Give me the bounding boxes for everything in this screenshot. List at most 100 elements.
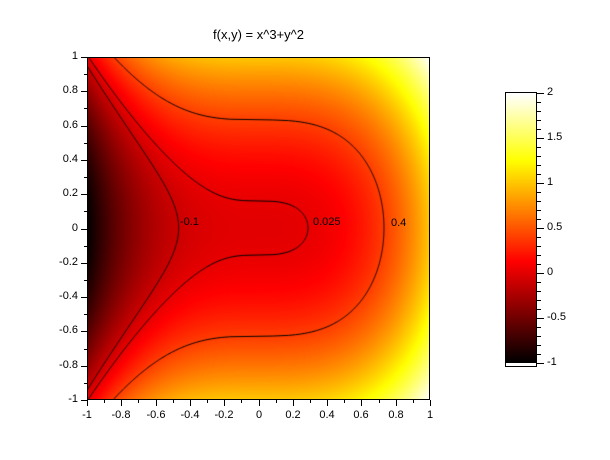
y-axis-tick-label: 0	[71, 222, 78, 234]
x-axis-tick-label: 0.2	[285, 409, 301, 421]
colorbar-major-tick	[537, 93, 544, 94]
colorbar-major-tick	[537, 318, 544, 319]
x-axis-minor-tick	[207, 400, 208, 403]
colorbar-minor-tick	[537, 129, 541, 130]
y-axis-minor-tick	[84, 383, 87, 384]
x-axis-tick-label: 0.6	[353, 409, 369, 421]
colorbar-gradient-canvas	[506, 93, 536, 363]
y-axis-major-tick	[81, 126, 87, 127]
y-axis-minor-tick	[84, 177, 87, 178]
x-axis-major-tick	[224, 400, 225, 406]
colorbar-minor-tick	[537, 246, 541, 247]
y-axis-tick-label: -0.6	[59, 324, 78, 336]
x-axis-minor-tick	[413, 400, 414, 403]
y-axis-minor-tick	[84, 74, 87, 75]
colorbar-tick-label: 2	[547, 86, 554, 98]
y-axis-tick-label: 0.8	[62, 84, 78, 96]
x-axis-major-tick	[121, 400, 122, 406]
y-axis-minor-tick	[84, 143, 87, 144]
colorbar-tick-label: 0	[547, 266, 554, 278]
colorbar-minor-tick	[537, 309, 541, 310]
colorbar-minor-tick	[537, 147, 541, 148]
x-axis-major-tick	[396, 400, 397, 406]
colorbar-major-tick	[537, 138, 544, 139]
y-axis-minor-tick	[84, 211, 87, 212]
x-axis-major-tick	[190, 400, 191, 406]
y-axis-major-tick	[81, 297, 87, 298]
colorbar-minor-tick	[537, 219, 541, 220]
colorbar-tick-label: 0.5	[547, 221, 563, 233]
colorbar-major-tick	[537, 363, 544, 364]
colorbar-major-tick	[537, 228, 544, 229]
x-axis-minor-tick	[344, 400, 345, 403]
colorbar-minor-tick	[537, 255, 541, 256]
x-axis-tick-label: -0.2	[214, 409, 234, 421]
x-axis-tick-label: -0.8	[111, 409, 131, 421]
x-axis-major-tick	[327, 400, 328, 406]
y-axis-tick-label: 0.6	[62, 119, 78, 131]
y-axis-tick-label: -0.8	[59, 359, 78, 371]
colorbar-minor-tick	[537, 354, 541, 355]
colorbar-minor-tick	[537, 102, 541, 103]
y-axis-minor-tick	[84, 246, 87, 247]
x-axis-tick-label: 0.8	[388, 409, 404, 421]
y-axis-tick-label: 0.2	[62, 187, 78, 199]
chart-title: f(x,y) = x^3+y^2	[213, 27, 304, 42]
x-axis-tick-label: 1	[426, 409, 434, 421]
colorbar-minor-tick	[537, 174, 541, 175]
colorbar-minor-tick	[537, 291, 541, 292]
x-axis-major-tick	[430, 400, 431, 406]
y-axis-minor-tick	[84, 280, 87, 281]
colorbar-minor-tick	[537, 201, 541, 202]
colorbar-minor-tick	[537, 120, 541, 121]
colorbar-minor-tick	[537, 210, 541, 211]
y-axis-major-tick	[81, 331, 87, 332]
colorbar-minor-tick	[537, 192, 541, 193]
y-axis-tick-label: -0.2	[59, 256, 78, 268]
y-axis-minor-tick	[84, 108, 87, 109]
contour-label: 0.4	[391, 217, 407, 229]
y-axis-major-tick	[81, 400, 87, 401]
x-axis-minor-tick	[276, 400, 277, 403]
x-axis-major-tick	[293, 400, 294, 406]
colorbar-minor-tick	[537, 336, 541, 337]
contour-label: -0.1	[180, 216, 199, 228]
colorbar-minor-tick	[537, 165, 541, 166]
x-axis-minor-tick	[379, 400, 380, 403]
colorbar-tick-label: -1	[547, 356, 557, 368]
y-axis-major-tick	[81, 263, 87, 264]
x-axis-tick-label: 0	[255, 409, 263, 421]
colorbar-tick-label: 1.5	[547, 131, 563, 143]
y-axis-major-tick	[81, 91, 87, 92]
colorbar-minor-tick	[537, 156, 541, 157]
colorbar-tick-label: 1	[547, 176, 554, 188]
contour-label: 0.025	[313, 216, 341, 228]
x-axis-tick-label: -0.6	[146, 409, 166, 421]
x-axis-minor-tick	[241, 400, 242, 403]
colorbar-minor-tick	[537, 300, 541, 301]
y-axis-major-tick	[81, 366, 87, 367]
colorbar-minor-tick	[537, 345, 541, 346]
colorbar-minor-tick	[537, 282, 541, 283]
y-axis-minor-tick	[84, 349, 87, 350]
y-axis-tick-label: 0.4	[62, 153, 78, 165]
x-axis-minor-tick	[173, 400, 174, 403]
colorbar-major-tick	[537, 183, 544, 184]
x-axis-major-tick	[156, 400, 157, 406]
x-axis-major-tick	[259, 400, 260, 406]
x-axis-tick-label: -1	[82, 409, 92, 421]
colorbar-minor-tick	[537, 327, 541, 328]
x-axis-minor-tick	[104, 400, 105, 403]
y-axis-major-tick	[81, 194, 87, 195]
x-axis-major-tick	[361, 400, 362, 406]
colorbar-minor-tick	[537, 111, 541, 112]
x-axis-major-tick	[87, 400, 88, 406]
x-axis-tick-label: -0.4	[180, 409, 200, 421]
y-axis-tick-label: -0.4	[59, 290, 78, 302]
x-axis-minor-tick	[138, 400, 139, 403]
y-axis-major-tick	[81, 229, 87, 230]
y-axis-major-tick	[81, 160, 87, 161]
colorbar-minor-tick	[537, 264, 541, 265]
y-axis-tick-label: 1	[71, 50, 78, 62]
